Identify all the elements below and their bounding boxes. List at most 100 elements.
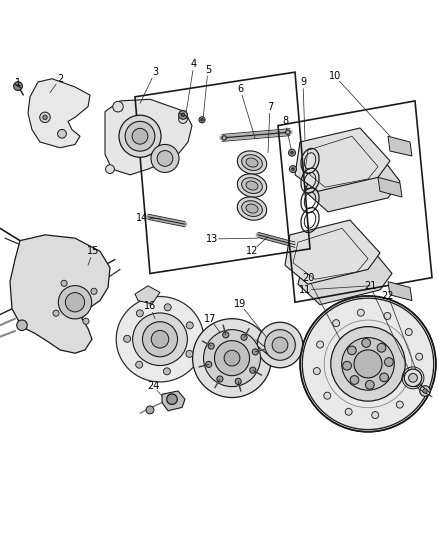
Circle shape xyxy=(423,389,427,393)
Text: 4: 4 xyxy=(191,59,197,69)
Circle shape xyxy=(17,320,27,330)
Circle shape xyxy=(343,361,351,370)
Circle shape xyxy=(223,332,229,338)
Circle shape xyxy=(142,322,177,357)
Ellipse shape xyxy=(116,296,204,382)
Circle shape xyxy=(181,113,185,117)
Polygon shape xyxy=(305,149,400,212)
Text: 10: 10 xyxy=(329,71,341,81)
Ellipse shape xyxy=(237,197,267,220)
Circle shape xyxy=(58,130,67,138)
Circle shape xyxy=(354,350,382,378)
Ellipse shape xyxy=(237,174,267,197)
Circle shape xyxy=(179,110,187,119)
Circle shape xyxy=(215,341,250,376)
Circle shape xyxy=(290,166,297,173)
Ellipse shape xyxy=(246,204,258,213)
Text: 22: 22 xyxy=(382,290,394,301)
Polygon shape xyxy=(135,286,160,304)
Circle shape xyxy=(43,115,47,119)
Ellipse shape xyxy=(237,151,267,174)
Text: 7: 7 xyxy=(267,102,273,112)
Circle shape xyxy=(206,361,212,367)
Polygon shape xyxy=(388,282,412,301)
Circle shape xyxy=(384,312,391,319)
Circle shape xyxy=(396,401,403,408)
Circle shape xyxy=(164,304,171,311)
Text: 15: 15 xyxy=(87,246,99,256)
Ellipse shape xyxy=(242,177,262,193)
Circle shape xyxy=(106,165,114,174)
Circle shape xyxy=(163,368,170,375)
Circle shape xyxy=(217,376,223,382)
Polygon shape xyxy=(295,128,390,191)
Circle shape xyxy=(300,296,436,432)
Circle shape xyxy=(222,136,226,140)
Circle shape xyxy=(272,337,288,353)
Circle shape xyxy=(125,122,155,151)
Circle shape xyxy=(404,369,422,386)
Polygon shape xyxy=(378,177,402,197)
Text: 16: 16 xyxy=(144,301,156,311)
Circle shape xyxy=(313,368,320,375)
Circle shape xyxy=(385,358,393,366)
Circle shape xyxy=(250,367,256,373)
Polygon shape xyxy=(162,391,185,411)
Circle shape xyxy=(83,318,89,324)
Text: 12: 12 xyxy=(246,246,258,256)
Circle shape xyxy=(286,130,290,134)
Circle shape xyxy=(53,310,59,316)
Ellipse shape xyxy=(246,158,258,167)
Circle shape xyxy=(257,322,303,368)
Circle shape xyxy=(208,343,214,349)
Polygon shape xyxy=(388,136,412,156)
Text: 17: 17 xyxy=(204,314,216,324)
Circle shape xyxy=(65,293,85,312)
Text: 14: 14 xyxy=(136,213,148,223)
Circle shape xyxy=(409,374,417,382)
Text: 2: 2 xyxy=(57,74,63,84)
Text: 5: 5 xyxy=(205,64,211,75)
Text: 19: 19 xyxy=(234,299,246,309)
Circle shape xyxy=(347,346,356,355)
Text: 1: 1 xyxy=(15,78,21,88)
Circle shape xyxy=(265,329,295,360)
Circle shape xyxy=(113,101,123,112)
Circle shape xyxy=(292,168,294,171)
Circle shape xyxy=(362,338,371,348)
Circle shape xyxy=(58,286,92,319)
Circle shape xyxy=(377,343,386,352)
Circle shape xyxy=(350,376,359,384)
Circle shape xyxy=(372,411,379,418)
Circle shape xyxy=(342,337,394,390)
Circle shape xyxy=(179,115,187,123)
Circle shape xyxy=(289,149,296,156)
Ellipse shape xyxy=(242,155,262,171)
Circle shape xyxy=(324,392,331,399)
Circle shape xyxy=(420,386,430,396)
Ellipse shape xyxy=(246,181,258,190)
Text: 11: 11 xyxy=(299,285,311,295)
Circle shape xyxy=(201,118,203,121)
Circle shape xyxy=(124,335,131,342)
Ellipse shape xyxy=(242,201,262,216)
Circle shape xyxy=(186,350,193,357)
Circle shape xyxy=(119,115,161,157)
Text: 13: 13 xyxy=(206,234,218,244)
Text: 20: 20 xyxy=(302,272,314,282)
Circle shape xyxy=(331,327,405,401)
Text: 3: 3 xyxy=(152,67,158,77)
Circle shape xyxy=(405,328,412,336)
Circle shape xyxy=(365,381,374,389)
Circle shape xyxy=(91,288,97,294)
Circle shape xyxy=(146,406,154,414)
Circle shape xyxy=(416,353,423,360)
Circle shape xyxy=(151,330,169,348)
Circle shape xyxy=(333,320,340,327)
Circle shape xyxy=(151,144,179,173)
Circle shape xyxy=(204,329,261,386)
Circle shape xyxy=(224,350,240,366)
Circle shape xyxy=(345,408,352,415)
Text: 6: 6 xyxy=(237,84,243,94)
Circle shape xyxy=(157,150,173,166)
